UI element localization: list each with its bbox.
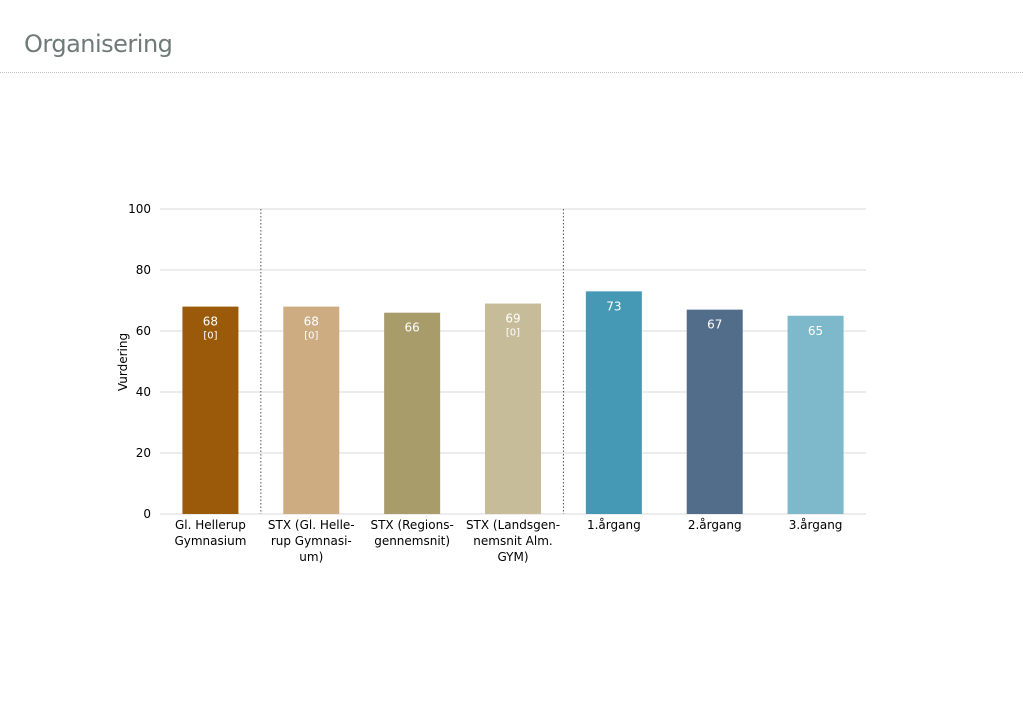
x-category-label: Gl. Hellerup <box>175 518 246 532</box>
bar <box>585 291 642 514</box>
x-category-label: STX (Regions- <box>370 518 453 532</box>
bar <box>787 315 844 514</box>
bar-sub-label: [0] <box>304 331 318 342</box>
bar-value-label: 69 <box>505 312 520 326</box>
bar <box>485 303 541 514</box>
x-category-label: gennemsnit) <box>374 534 450 548</box>
x-category-label: um) <box>299 550 323 564</box>
y-axis-title: Vurdering <box>116 333 130 391</box>
y-tick-label: 40 <box>136 385 151 399</box>
x-category-label: STX (Gl. Helle- <box>268 518 355 532</box>
bar-sub-label: [0] <box>203 331 217 342</box>
y-axis-ticks: 0 20 40 60 80 100 <box>128 202 151 521</box>
bar-value-label: 73 <box>606 299 621 313</box>
bar <box>686 309 743 514</box>
x-category-label: 2.årgang <box>688 518 742 532</box>
page-title: Organisering <box>24 30 173 58</box>
y-tick-label: 100 <box>128 202 151 216</box>
bar-value-label: 68 <box>203 315 218 329</box>
bar <box>283 306 340 514</box>
bar-value-label: 65 <box>808 324 823 338</box>
x-category-label: STX (Landsgen- <box>466 518 560 532</box>
data-labels: 68 [0] 68 [0] 66 69 [0] 73 67 65 <box>203 299 823 341</box>
x-category-label: rup Gymnasi- <box>271 534 352 548</box>
y-tick-label: 80 <box>136 263 151 277</box>
x-axis-labels: Gl. Hellerup Gymnasium STX (Gl. Helle-rup … <box>174 518 842 564</box>
x-category-label: 1.årgang <box>587 518 641 532</box>
x-category-label: Gymnasium <box>174 534 246 548</box>
title-divider <box>0 72 1023 73</box>
x-category-label: GYM) <box>497 550 528 564</box>
y-tick-label: 20 <box>136 446 151 460</box>
bar-sub-label: [0] <box>506 328 520 339</box>
y-tick-label: 60 <box>136 324 151 338</box>
bar-value-label: 66 <box>405 321 420 335</box>
y-tick-label: 0 <box>143 507 151 521</box>
bars <box>182 291 844 514</box>
x-category-label: nemsnit Alm. <box>473 534 552 548</box>
bar-value-label: 67 <box>707 318 722 332</box>
bar <box>384 312 441 514</box>
bar-value-label: 68 <box>304 315 319 329</box>
x-category-label: 3.årgang <box>789 518 843 532</box>
bar <box>182 306 239 514</box>
